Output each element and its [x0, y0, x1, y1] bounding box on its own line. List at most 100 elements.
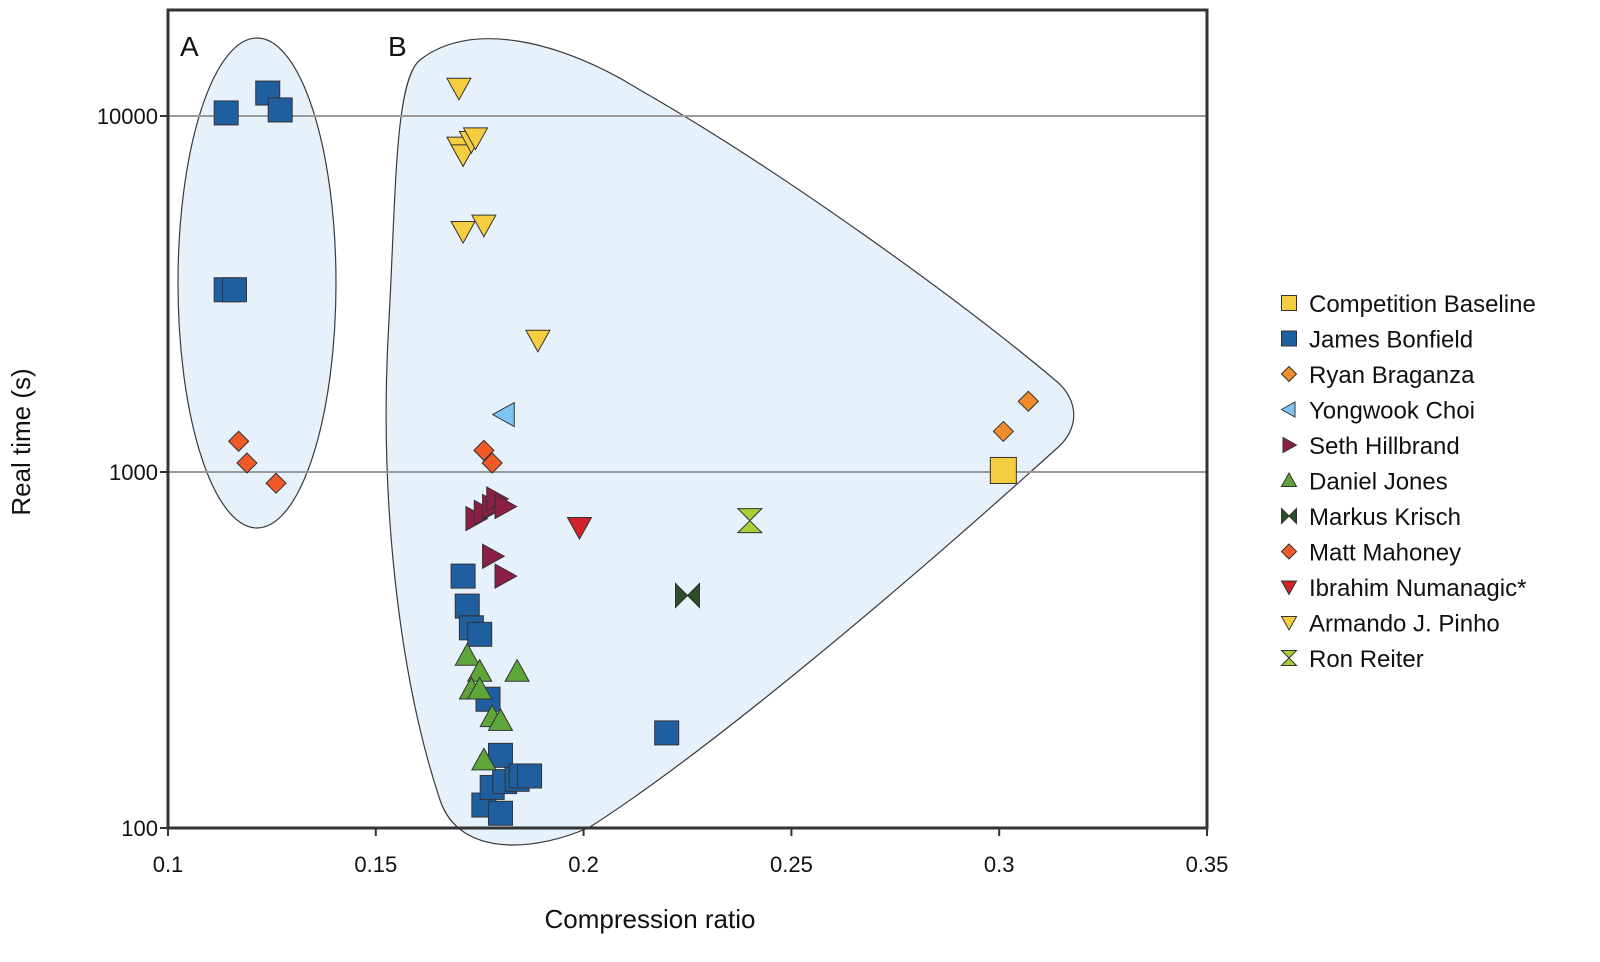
- data-point: [450, 563, 476, 589]
- legend-marker: [1281, 507, 1297, 525]
- y-axis-title: Real time (s): [6, 368, 36, 515]
- data-point: [494, 493, 518, 520]
- legend-marker: [1280, 580, 1298, 596]
- data-point: [454, 642, 481, 666]
- data-point: [675, 582, 700, 609]
- grid-lines: [168, 115, 1207, 473]
- x-tick-label: 0.1: [153, 852, 184, 877]
- cluster-b-region: [385, 38, 1075, 846]
- legend-label: Competition Baseline: [1309, 291, 1536, 318]
- legend-label: James Bonfield: [1309, 327, 1473, 354]
- data-point: [504, 658, 530, 682]
- data-point: [267, 97, 293, 123]
- legend-label: Daniel Jones: [1309, 469, 1448, 496]
- series-james-bonfield: [213, 80, 680, 826]
- cluster-a-region: [177, 37, 337, 529]
- x-axis-title: Compression ratio: [545, 904, 756, 934]
- legend-item: Matt Mahoney: [1280, 540, 1461, 567]
- legend-item: Ibrahim Numanagic*: [1280, 575, 1526, 602]
- data-point: [481, 452, 503, 474]
- data-point: [517, 763, 543, 789]
- data-point: [566, 517, 593, 541]
- legend-marker: [1281, 330, 1297, 347]
- legend: Competition Baseline James Bonfield Ryan B…: [1280, 291, 1536, 673]
- data-point: [487, 800, 513, 826]
- data-point: [236, 452, 258, 474]
- cluster-regions: [177, 37, 1075, 846]
- data-point: [227, 430, 250, 452]
- data-point: [992, 420, 1015, 443]
- y-tick-label: 10000: [97, 104, 158, 129]
- x-tick-label: 0.15: [354, 852, 397, 877]
- legend-item: Ryan Braganza: [1280, 362, 1475, 389]
- series-yongwook-choi: [491, 401, 515, 428]
- legend-marker: [1280, 471, 1298, 487]
- series-markus-krisch: [675, 582, 700, 609]
- series-daniel-jones: [454, 642, 530, 771]
- legend-item: James Bonfield: [1281, 327, 1473, 354]
- data-point: [221, 277, 247, 303]
- legend-label: Ibrahim Numanagic*: [1309, 575, 1526, 602]
- data-point: [1017, 390, 1039, 412]
- legend-label: Matt Mahoney: [1309, 540, 1461, 567]
- legend-item: Armando J. Pinho: [1280, 611, 1500, 638]
- plot-frame: [166, 8, 1209, 830]
- series-ron-reiter: [736, 508, 764, 534]
- data-point: [491, 401, 515, 428]
- legend-label: Seth Hillbrand: [1309, 433, 1460, 460]
- legend-marker: [1280, 543, 1298, 560]
- group-label-a: A: [180, 31, 199, 62]
- legend-marker: [1280, 365, 1298, 383]
- x-tick-label: 0.25: [770, 852, 813, 877]
- data-point: [467, 621, 493, 647]
- legend-marker: [1282, 436, 1298, 454]
- legend-marker: [1280, 650, 1298, 666]
- data-point: [450, 220, 476, 245]
- series-competition-baseline: [989, 456, 1017, 484]
- x-axis-ticks: 0.1 0.15 0.2 0.25 0.3 0.35: [153, 828, 1229, 877]
- data-point: [736, 508, 764, 534]
- legend-label: Ron Reiter: [1309, 646, 1424, 673]
- data-point: [471, 214, 497, 238]
- data-point: [454, 593, 480, 619]
- y-tick-label: 1000: [109, 460, 158, 485]
- data-point: [494, 563, 518, 589]
- legend-item: Seth Hillbrand: [1282, 433, 1460, 460]
- data-point: [487, 707, 514, 731]
- series-armando-j-pinho: [446, 77, 551, 353]
- x-tick-label: 0.35: [1186, 852, 1229, 877]
- data-point: [654, 720, 680, 746]
- legend-marker: [1281, 295, 1297, 311]
- legend-marker: [1280, 401, 1296, 418]
- legend-marker: [1280, 616, 1298, 632]
- data-point: [446, 77, 472, 101]
- legend-item: Daniel Jones: [1280, 469, 1448, 496]
- x-tick-label: 0.3: [984, 852, 1015, 877]
- data-point: [450, 144, 476, 168]
- data-point: [473, 439, 495, 462]
- data-points: [213, 77, 1039, 826]
- legend-item: Competition Baseline: [1281, 291, 1536, 318]
- data-point: [471, 747, 497, 771]
- x-tick-label: 0.2: [568, 852, 599, 877]
- y-tick-label: 100: [121, 816, 158, 841]
- series-ryan-braganza: [992, 390, 1039, 443]
- legend-item: Yongwook Choi: [1280, 398, 1475, 425]
- series-matt-mahoney: [227, 430, 503, 494]
- legend-item: Markus Krisch: [1281, 504, 1461, 531]
- data-point: [462, 127, 489, 151]
- legend-label: Yongwook Choi: [1309, 398, 1475, 425]
- legend-item: Ron Reiter: [1280, 646, 1424, 673]
- series-seth-hillbrand: [465, 486, 518, 589]
- data-point: [466, 676, 493, 700]
- data-point: [213, 100, 239, 126]
- data-point: [265, 472, 287, 494]
- legend-label: Ryan Braganza: [1309, 362, 1475, 389]
- legend-label: Markus Krisch: [1309, 504, 1461, 531]
- data-point: [525, 329, 551, 353]
- series-ibrahim-numanagic-: [566, 517, 593, 541]
- group-label-b: B: [388, 31, 407, 62]
- data-point: [482, 543, 506, 570]
- y-axis-ticks: 100 1000 10000: [97, 104, 168, 841]
